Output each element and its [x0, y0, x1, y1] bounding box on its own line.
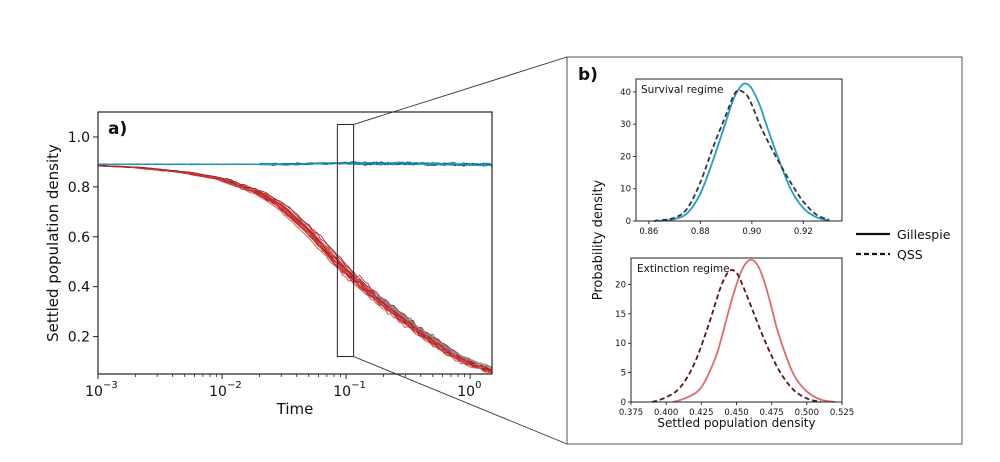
legend-label-qss: QSS — [897, 247, 923, 262]
inset-x-tick-label: 0.88 — [691, 227, 710, 237]
inset-extinction-title: Extinction regime — [637, 263, 730, 275]
inset-survival: 0 10 20 30 40 0.86 0.88 0.90 0.92 Survival regim… — [620, 78, 843, 237]
x-tick-exponent: −3 — [103, 380, 118, 391]
panel-b-frame — [566, 56, 963, 445]
x-tick-label: 10 — [457, 384, 475, 400]
panel-a-label: a) — [108, 119, 127, 139]
inset-y-tick-label: 20 — [620, 152, 631, 162]
panel-b: b) 0 10 20 30 40 0.86 0.88 0.90 0.92 Survival re… — [566, 56, 963, 445]
inset-y-tick-label: 30 — [620, 120, 631, 130]
x-tick-label: 10 — [209, 384, 227, 400]
extinction-trajectory — [373, 291, 493, 368]
inset-y-tick-label: 15 — [615, 310, 626, 320]
inset-y-tick-label: 0 — [621, 398, 626, 408]
survival-trajectory — [97, 161, 493, 167]
inset-extinction-ticks: 0 5 10 15 20 0.375 0.400 0.425 0.450 0.475 0.500 0.… — [615, 280, 854, 418]
y-tick-label: 0.8 — [68, 180, 90, 196]
extinction-trajectory — [373, 293, 493, 368]
inset-extinction: 0 5 10 15 20 0.375 0.400 0.425 0.450 0.475 0.500 0.… — [615, 257, 854, 430]
legend-label-gillespie: Gillespie — [897, 227, 951, 242]
inset-y-tick-label: 10 — [615, 339, 626, 349]
inset-survival-title: Survival regime — [641, 84, 724, 96]
x-tick-exponent: −2 — [227, 380, 242, 391]
inset-x-tick-label: 0.425 — [689, 408, 713, 418]
y-tick-label: 0.6 — [68, 230, 90, 246]
highlight-window — [336, 123, 355, 358]
inset-y-tick-label: 5 — [621, 369, 626, 379]
inset-y-tick-label: 0 — [626, 217, 631, 227]
zoom-connector-bottom — [353, 356, 568, 445]
gillespie-curve — [659, 82, 830, 222]
panel-a-frame — [97, 111, 493, 375]
inset-survival-curves — [653, 82, 830, 222]
extinction-trajectory — [373, 293, 493, 368]
inset-x-tick-label: 0.525 — [830, 408, 854, 418]
inset-x-tick-label: 0.450 — [724, 408, 748, 418]
inset-y-tick-label: 40 — [620, 88, 631, 98]
inset-survival-ticks: 0 10 20 30 40 0.86 0.88 0.90 0.92 — [620, 88, 813, 237]
panel-a-ticks: 0.20.40.60.81.010 −3 10 −2 10 −1 10 0 — [68, 130, 482, 400]
x-tick-exponent: −1 — [351, 380, 366, 391]
x-tick-label: 10 — [333, 384, 351, 400]
inset-x-tick-label: 0.375 — [619, 408, 643, 418]
panel-a-trajectories — [97, 160, 493, 374]
panel-a: 0.20.40.60.81.010 −3 10 −2 10 −1 10 0 a) Time S… — [44, 111, 493, 418]
inset-y-axis-title: Probability density — [591, 179, 606, 300]
extinction-trajectory — [373, 291, 493, 369]
inset-x-axis-title: Settled population density — [657, 416, 815, 430]
y-tick-label: 0.4 — [68, 280, 90, 296]
inset-x-tick-label: 0.90 — [742, 227, 761, 237]
inset-extinction-frame — [630, 257, 843, 403]
y-tick-label: 1.0 — [68, 130, 90, 146]
y-tick-label: 0.2 — [68, 330, 90, 346]
inset-x-tick-label: 0.400 — [654, 408, 678, 418]
inset-x-tick-label: 0.92 — [794, 227, 813, 237]
x-axis-title: Time — [276, 400, 314, 418]
gillespie-curve — [672, 258, 836, 403]
extinction-trajectory — [97, 165, 493, 372]
inset-x-tick-label: 0.86 — [639, 227, 658, 237]
inset-y-tick-label: 20 — [615, 280, 626, 290]
qss-curve — [651, 269, 822, 403]
x-tick-exponent: 0 — [475, 380, 481, 391]
panel-b-label: b) — [578, 65, 598, 85]
inset-extinction-curves — [651, 258, 836, 403]
inset-y-tick-label: 10 — [620, 185, 631, 195]
qss-curve — [653, 89, 830, 222]
inset-x-tick-label: 0.475 — [759, 408, 783, 418]
legend: Gillespie QSS — [856, 227, 951, 262]
y-axis-title: Settled population density — [44, 144, 62, 342]
inset-x-tick-label: 0.500 — [795, 408, 819, 418]
zoom-connector-top — [353, 56, 568, 125]
x-tick-label: 10 — [85, 384, 103, 400]
inset-survival-frame — [635, 78, 843, 222]
